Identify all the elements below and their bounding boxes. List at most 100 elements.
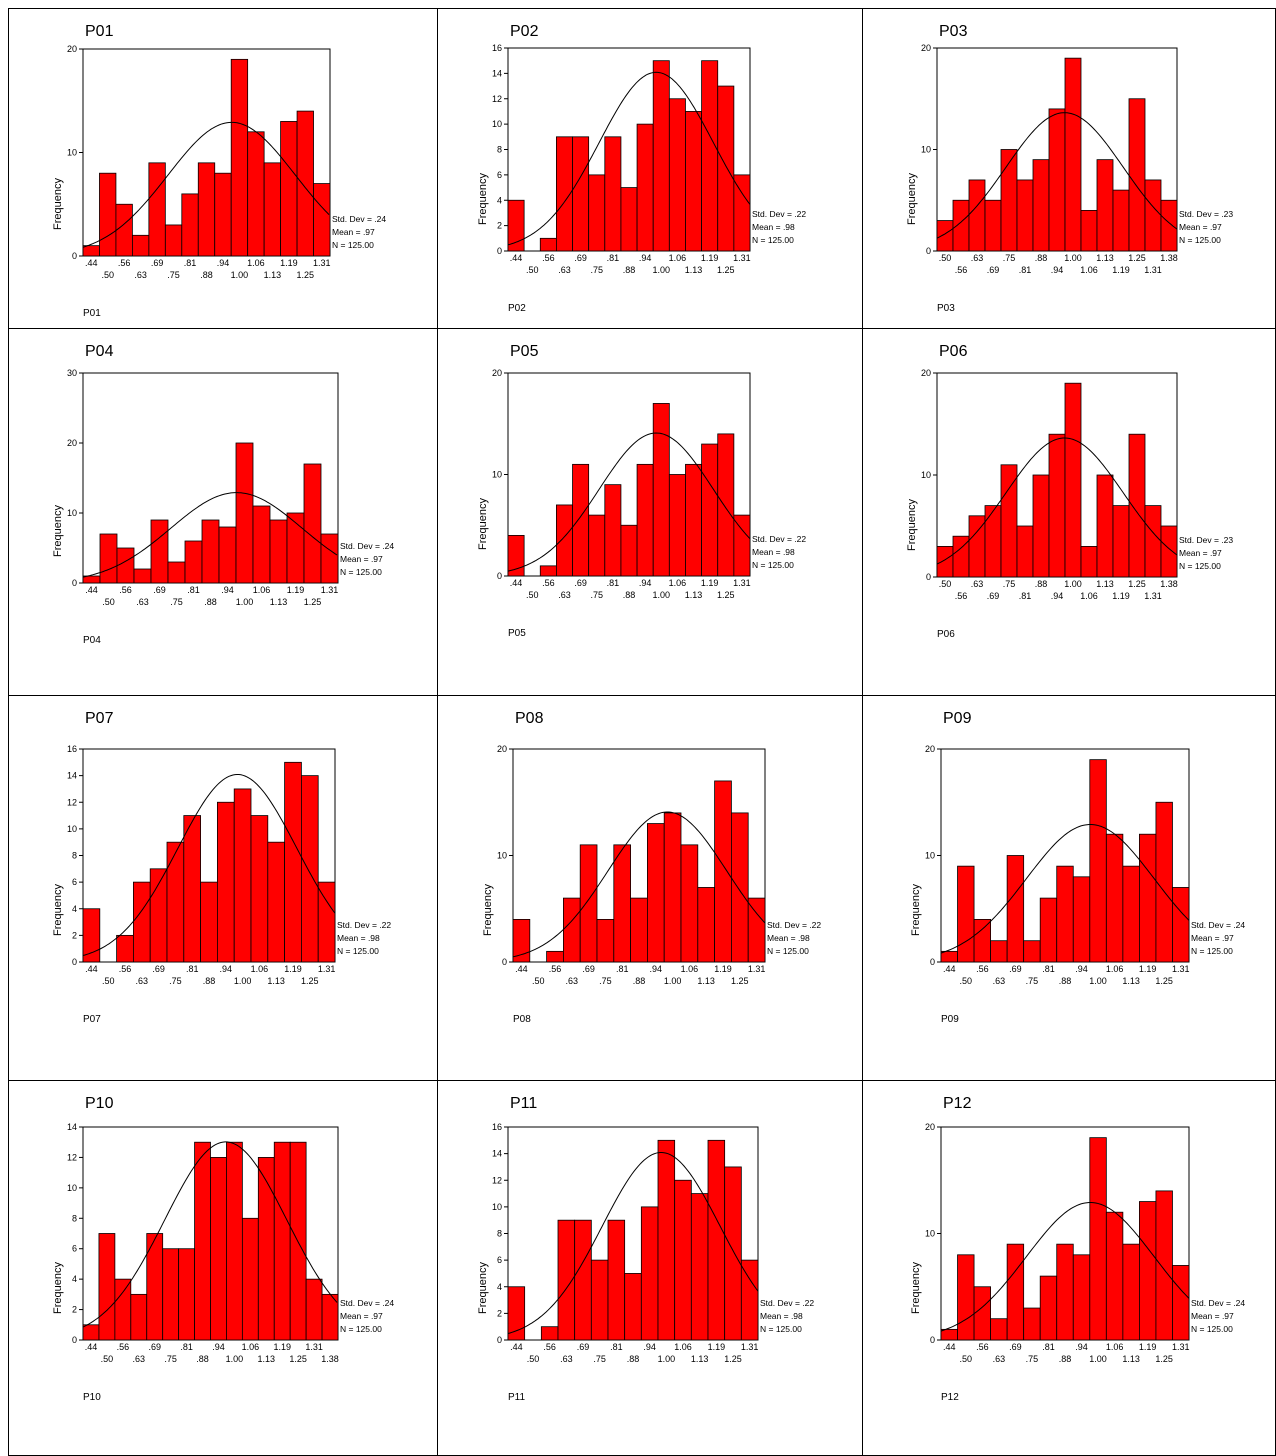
x-tick-label: .63: [558, 590, 571, 600]
normal-curve: [936, 437, 1178, 565]
stat-mean: Mean = .97: [1191, 1311, 1234, 1321]
y-tick-label: 20: [925, 744, 935, 754]
y-tick-label: 10: [921, 470, 931, 480]
histogram-bar: [1105, 1211, 1124, 1341]
histogram-bar: [1160, 525, 1178, 578]
stat-n: N = 125.00: [1179, 561, 1221, 571]
y-tick-label: 4: [72, 1274, 77, 1284]
y-tick-label: 8: [497, 145, 502, 155]
x-tick-label: .94: [639, 578, 652, 588]
normal-curve: [940, 1202, 1190, 1332]
x-tick-label: .75: [1026, 1354, 1039, 1364]
x-tick-label: 1.13: [697, 976, 715, 986]
x-tick-label: 1.13: [270, 597, 288, 607]
x-tick-label: 1.13: [691, 1354, 709, 1364]
x-tick-label: 1.38: [1160, 253, 1178, 263]
x-tick-label: .63: [566, 976, 579, 986]
chart-title: P12: [943, 1095, 972, 1112]
x-tick-label: 1.06: [669, 578, 687, 588]
x-tick-label: .50: [526, 590, 539, 600]
x-tick-label: 1.38: [321, 1354, 339, 1364]
x-tick-label: 1.13: [685, 265, 703, 275]
stat-n: N = 125.00: [340, 567, 382, 577]
x-tick-label: 1.19: [1112, 591, 1130, 601]
histogram-bar: [512, 919, 531, 963]
y-tick-label: 16: [492, 1122, 502, 1132]
histogram-bar: [1155, 1190, 1173, 1341]
x-tick-label: 1.06: [674, 1342, 692, 1352]
x-tick-label: .50: [939, 253, 952, 263]
y-tick-label: 16: [67, 744, 77, 754]
x-tick-label: .63: [971, 579, 984, 589]
x-tick-label: .81: [180, 1342, 193, 1352]
x-tick-label: .44: [510, 578, 523, 588]
x-tick-label: 1.31: [733, 253, 751, 263]
x-tick-label: 1.19: [287, 585, 305, 595]
x-axis-label: P01: [83, 308, 101, 319]
histogram-bar: [733, 174, 751, 252]
x-tick-label: .50: [102, 597, 115, 607]
histogram-bar: [733, 514, 751, 577]
x-tick-label: .94: [650, 964, 663, 974]
x-tick-label: .81: [1042, 964, 1055, 974]
stat-std-dev: Std. Dev = .24: [340, 541, 394, 551]
x-axis-label: P08: [513, 1014, 531, 1025]
y-tick-label: 12: [492, 94, 502, 104]
x-tick-label: .50: [532, 976, 545, 986]
stat-n: N = 125.00: [752, 560, 794, 570]
y-axis-label: Frequency: [52, 1262, 64, 1314]
y-axis-label: Frequency: [906, 173, 918, 225]
x-tick-label: 1.19: [280, 258, 298, 268]
x-tick-label: 1.25: [717, 590, 735, 600]
chart-title: P07: [85, 710, 114, 727]
x-tick-label: .63: [133, 1354, 146, 1364]
y-tick-label: 8: [72, 851, 77, 861]
x-tick-label: .69: [582, 964, 595, 974]
x-tick-label: 1.00: [1089, 976, 1107, 986]
x-tick-label: 1.00: [664, 976, 682, 986]
y-tick-label: 20: [497, 744, 507, 754]
x-axis-label: P04: [83, 635, 101, 646]
stat-mean: Mean = .98: [337, 933, 380, 943]
x-tick-label: .56: [117, 1342, 130, 1352]
x-tick-label: 1.19: [714, 964, 732, 974]
y-tick-label: 12: [492, 1175, 502, 1185]
x-tick-label: .69: [148, 1342, 161, 1352]
y-axis-label: Frequency: [477, 498, 489, 550]
normal-curve: [507, 432, 751, 572]
histogram-bar: [1155, 801, 1173, 963]
x-tick-label: 1.25: [304, 597, 322, 607]
histogram-bar: [317, 881, 336, 963]
x-tick-label: .44: [85, 258, 98, 268]
histogram-bar: [747, 897, 766, 963]
x-tick-label: 1.31: [321, 585, 339, 595]
x-tick-label: .44: [510, 1342, 523, 1352]
y-tick-label: 8: [497, 1229, 502, 1239]
x-tick-label: 1.00: [234, 976, 252, 986]
x-tick-label: .81: [1019, 591, 1032, 601]
x-tick-label: 1.31: [1172, 964, 1190, 974]
x-tick-label: 1.19: [1139, 964, 1157, 974]
y-tick-label: 20: [492, 368, 502, 378]
x-tick-label: .94: [1075, 1342, 1088, 1352]
histogram-bar: [1160, 199, 1178, 252]
y-tick-label: 0: [72, 1335, 77, 1345]
y-tick-label: 10: [925, 851, 935, 861]
x-tick-label: .44: [85, 1342, 98, 1352]
histogram-bar: [1000, 464, 1018, 578]
x-tick-label: .69: [577, 1342, 590, 1352]
x-tick-label: 1.00: [658, 1354, 676, 1364]
normal-curve: [82, 774, 336, 956]
x-tick-label: .63: [560, 1354, 573, 1364]
y-tick-label: 0: [497, 1335, 502, 1345]
x-tick-label: .75: [169, 976, 182, 986]
normal-curve: [507, 71, 751, 246]
x-tick-label: 1.13: [1122, 1354, 1140, 1364]
x-tick-label: 1.00: [226, 1354, 244, 1364]
stat-mean: Mean = .97: [1179, 222, 1222, 232]
normal-curve: [82, 1141, 338, 1328]
